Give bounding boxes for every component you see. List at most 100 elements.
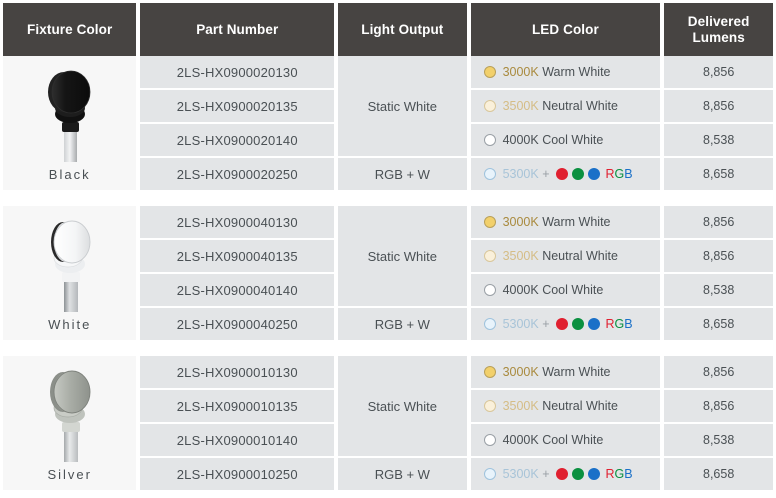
red-dot	[555, 468, 568, 480]
led-color-text: 3500K Neutral White	[503, 249, 618, 263]
rgb-letter-b: B	[624, 167, 633, 181]
light-output-cell-rgb-w: RGB + W	[338, 308, 467, 340]
part-number-cell: 2LS-HX0900040250	[140, 308, 335, 340]
led-swatch-5300k	[483, 468, 496, 480]
part-number-column: 2LS-HX0900010130 2LS-HX0900010135 2LS-HX…	[140, 356, 335, 490]
led-color-text: 3000K Warm White	[503, 365, 611, 379]
led-color-text: 4000K Cool White	[503, 433, 604, 447]
led-color-text: 3500K Neutral White	[503, 399, 618, 413]
led-swatch-3000k	[483, 366, 496, 378]
led-color-text: 3000K Warm White	[503, 215, 611, 229]
led-color-text: 4000K Cool White	[503, 133, 604, 147]
light-output-cell-static-white: Static White	[338, 206, 467, 306]
led-kelvin-label: 4000K	[502, 433, 539, 447]
fixture-color-cell: Silver	[3, 356, 137, 490]
part-number-cell: 2LS-HX0900020130	[140, 56, 335, 88]
light-output-column: Static White RGB + W	[338, 206, 467, 340]
led-color-text: 5300K +	[503, 167, 550, 181]
led-swatch-3500k	[483, 250, 496, 262]
luminaire-black-icon	[3, 60, 136, 167]
led-description-label: Cool White	[542, 283, 604, 297]
table-body: Black 2LS-HX0900020130 2LS-HX0900020135 …	[0, 56, 776, 490]
rgb-letter-r: R	[605, 317, 615, 331]
column-header-part-number: Part Number	[140, 3, 335, 56]
part-number-column: 2LS-HX0900020130 2LS-HX0900020135 2LS-HX…	[140, 56, 335, 190]
part-number-cell: 2LS-HX0900020135	[140, 90, 335, 122]
led-kelvin-label: 5300K	[502, 167, 539, 181]
led-color-cell-4000k: 4000K Cool White	[470, 274, 661, 306]
red-dot	[555, 318, 568, 330]
part-number-column: 2LS-HX0900040130 2LS-HX0900040135 2LS-HX…	[140, 206, 335, 340]
rgb-dot-group	[555, 318, 600, 330]
delivered-lumens-cell: 8,856	[664, 206, 773, 238]
led-color-cell-3000k: 3000K Warm White	[470, 206, 661, 238]
part-number-cell: 2LS-HX0900040135	[140, 240, 335, 272]
led-kelvin-label: 4000K	[502, 133, 539, 147]
light-output-column: Static White RGB + W	[338, 356, 467, 490]
part-number-cell: 2LS-HX0900010250	[140, 458, 335, 490]
led-description-label: Cool White	[542, 133, 604, 147]
led-swatch-5300k	[483, 318, 496, 330]
table-header-row: Fixture Color Part Number Light Output L…	[0, 0, 776, 56]
led-plus-sign: +	[542, 167, 550, 181]
led-color-cell-3500k: 3500K Neutral White	[470, 240, 661, 272]
fixture-color-column: White	[3, 206, 137, 340]
led-color-column: 3000K Warm White 3500K Neutral White 400…	[470, 206, 661, 340]
light-output-cell-rgb-w: RGB + W	[338, 158, 467, 190]
part-number-cell: 2LS-HX0900010140	[140, 424, 335, 456]
led-kelvin-label: 4000K	[502, 283, 539, 297]
led-swatch-4000k	[483, 284, 496, 296]
rgb-letter-g: G	[614, 467, 625, 481]
led-description-label: Warm White	[542, 65, 611, 79]
led-color-text: 3000K Warm White	[503, 65, 611, 79]
delivered-lumens-column: 8,856 8,856 8,538 8,658	[664, 56, 773, 190]
red-dot	[555, 168, 568, 180]
rgb-letters-label: RGB	[606, 167, 633, 181]
delivered-lumens-column: 8,856 8,856 8,538 8,658	[664, 206, 773, 340]
blue-dot	[587, 168, 600, 180]
fixture-color-label: Black	[48, 167, 91, 182]
led-color-text: 3500K Neutral White	[503, 99, 618, 113]
led-color-cell-4000k: 4000K Cool White	[470, 424, 661, 456]
delivered-lumens-cell: 8,658	[664, 308, 773, 340]
fixture-color-label: White	[48, 317, 92, 332]
led-kelvin-label: 3500K	[502, 399, 539, 413]
column-header-delivered-lumens: Delivered Lumens	[664, 3, 773, 56]
rgb-letters-label: RGB	[606, 317, 633, 331]
rgb-letter-r: R	[605, 467, 615, 481]
delivered-lumens-cell: 8,856	[664, 356, 773, 388]
fixture-color-cell: White	[3, 206, 137, 340]
led-color-cell-3000k: 3000K Warm White	[470, 356, 661, 388]
led-plus-sign: +	[542, 467, 550, 481]
blue-dot	[587, 318, 600, 330]
led-kelvin-label: 5300K	[502, 467, 539, 481]
led-color-cell-5300k-rgb: 5300K + RGB	[470, 308, 661, 340]
led-description-label: Cool White	[542, 433, 604, 447]
delivered-lumens-cell: 8,856	[664, 240, 773, 272]
light-output-column: Static White RGB + W	[338, 56, 467, 190]
delivered-lumens-cell: 8,856	[664, 90, 773, 122]
rgb-dot-group	[555, 168, 600, 180]
led-kelvin-label: 3000K	[502, 215, 539, 229]
led-kelvin-label: 5300K	[502, 317, 539, 331]
rgb-dot-group	[555, 468, 600, 480]
delivered-lumens-cell: 8,658	[664, 158, 773, 190]
part-number-cell: 2LS-HX0900020140	[140, 124, 335, 156]
led-swatch-4000k	[483, 134, 496, 146]
rgb-letter-g: G	[614, 317, 625, 331]
part-number-cell: 2LS-HX0900010135	[140, 390, 335, 422]
led-color-cell-3000k: 3000K Warm White	[470, 56, 661, 88]
light-output-cell-static-white: Static White	[338, 56, 467, 156]
fixture-color-cell: Black	[3, 56, 137, 190]
led-color-column: 3000K Warm White 3500K Neutral White 400…	[470, 356, 661, 490]
column-header-light-output: Light Output	[338, 3, 467, 56]
led-color-cell-4000k: 4000K Cool White	[470, 124, 661, 156]
green-dot	[571, 168, 584, 180]
led-plus-sign: +	[542, 317, 550, 331]
delivered-lumens-cell: 8,538	[664, 274, 773, 306]
delivered-lumens-cell: 8,856	[664, 390, 773, 422]
led-description-label: Neutral White	[542, 399, 618, 413]
led-description-label: Neutral White	[542, 249, 618, 263]
green-dot	[571, 318, 584, 330]
